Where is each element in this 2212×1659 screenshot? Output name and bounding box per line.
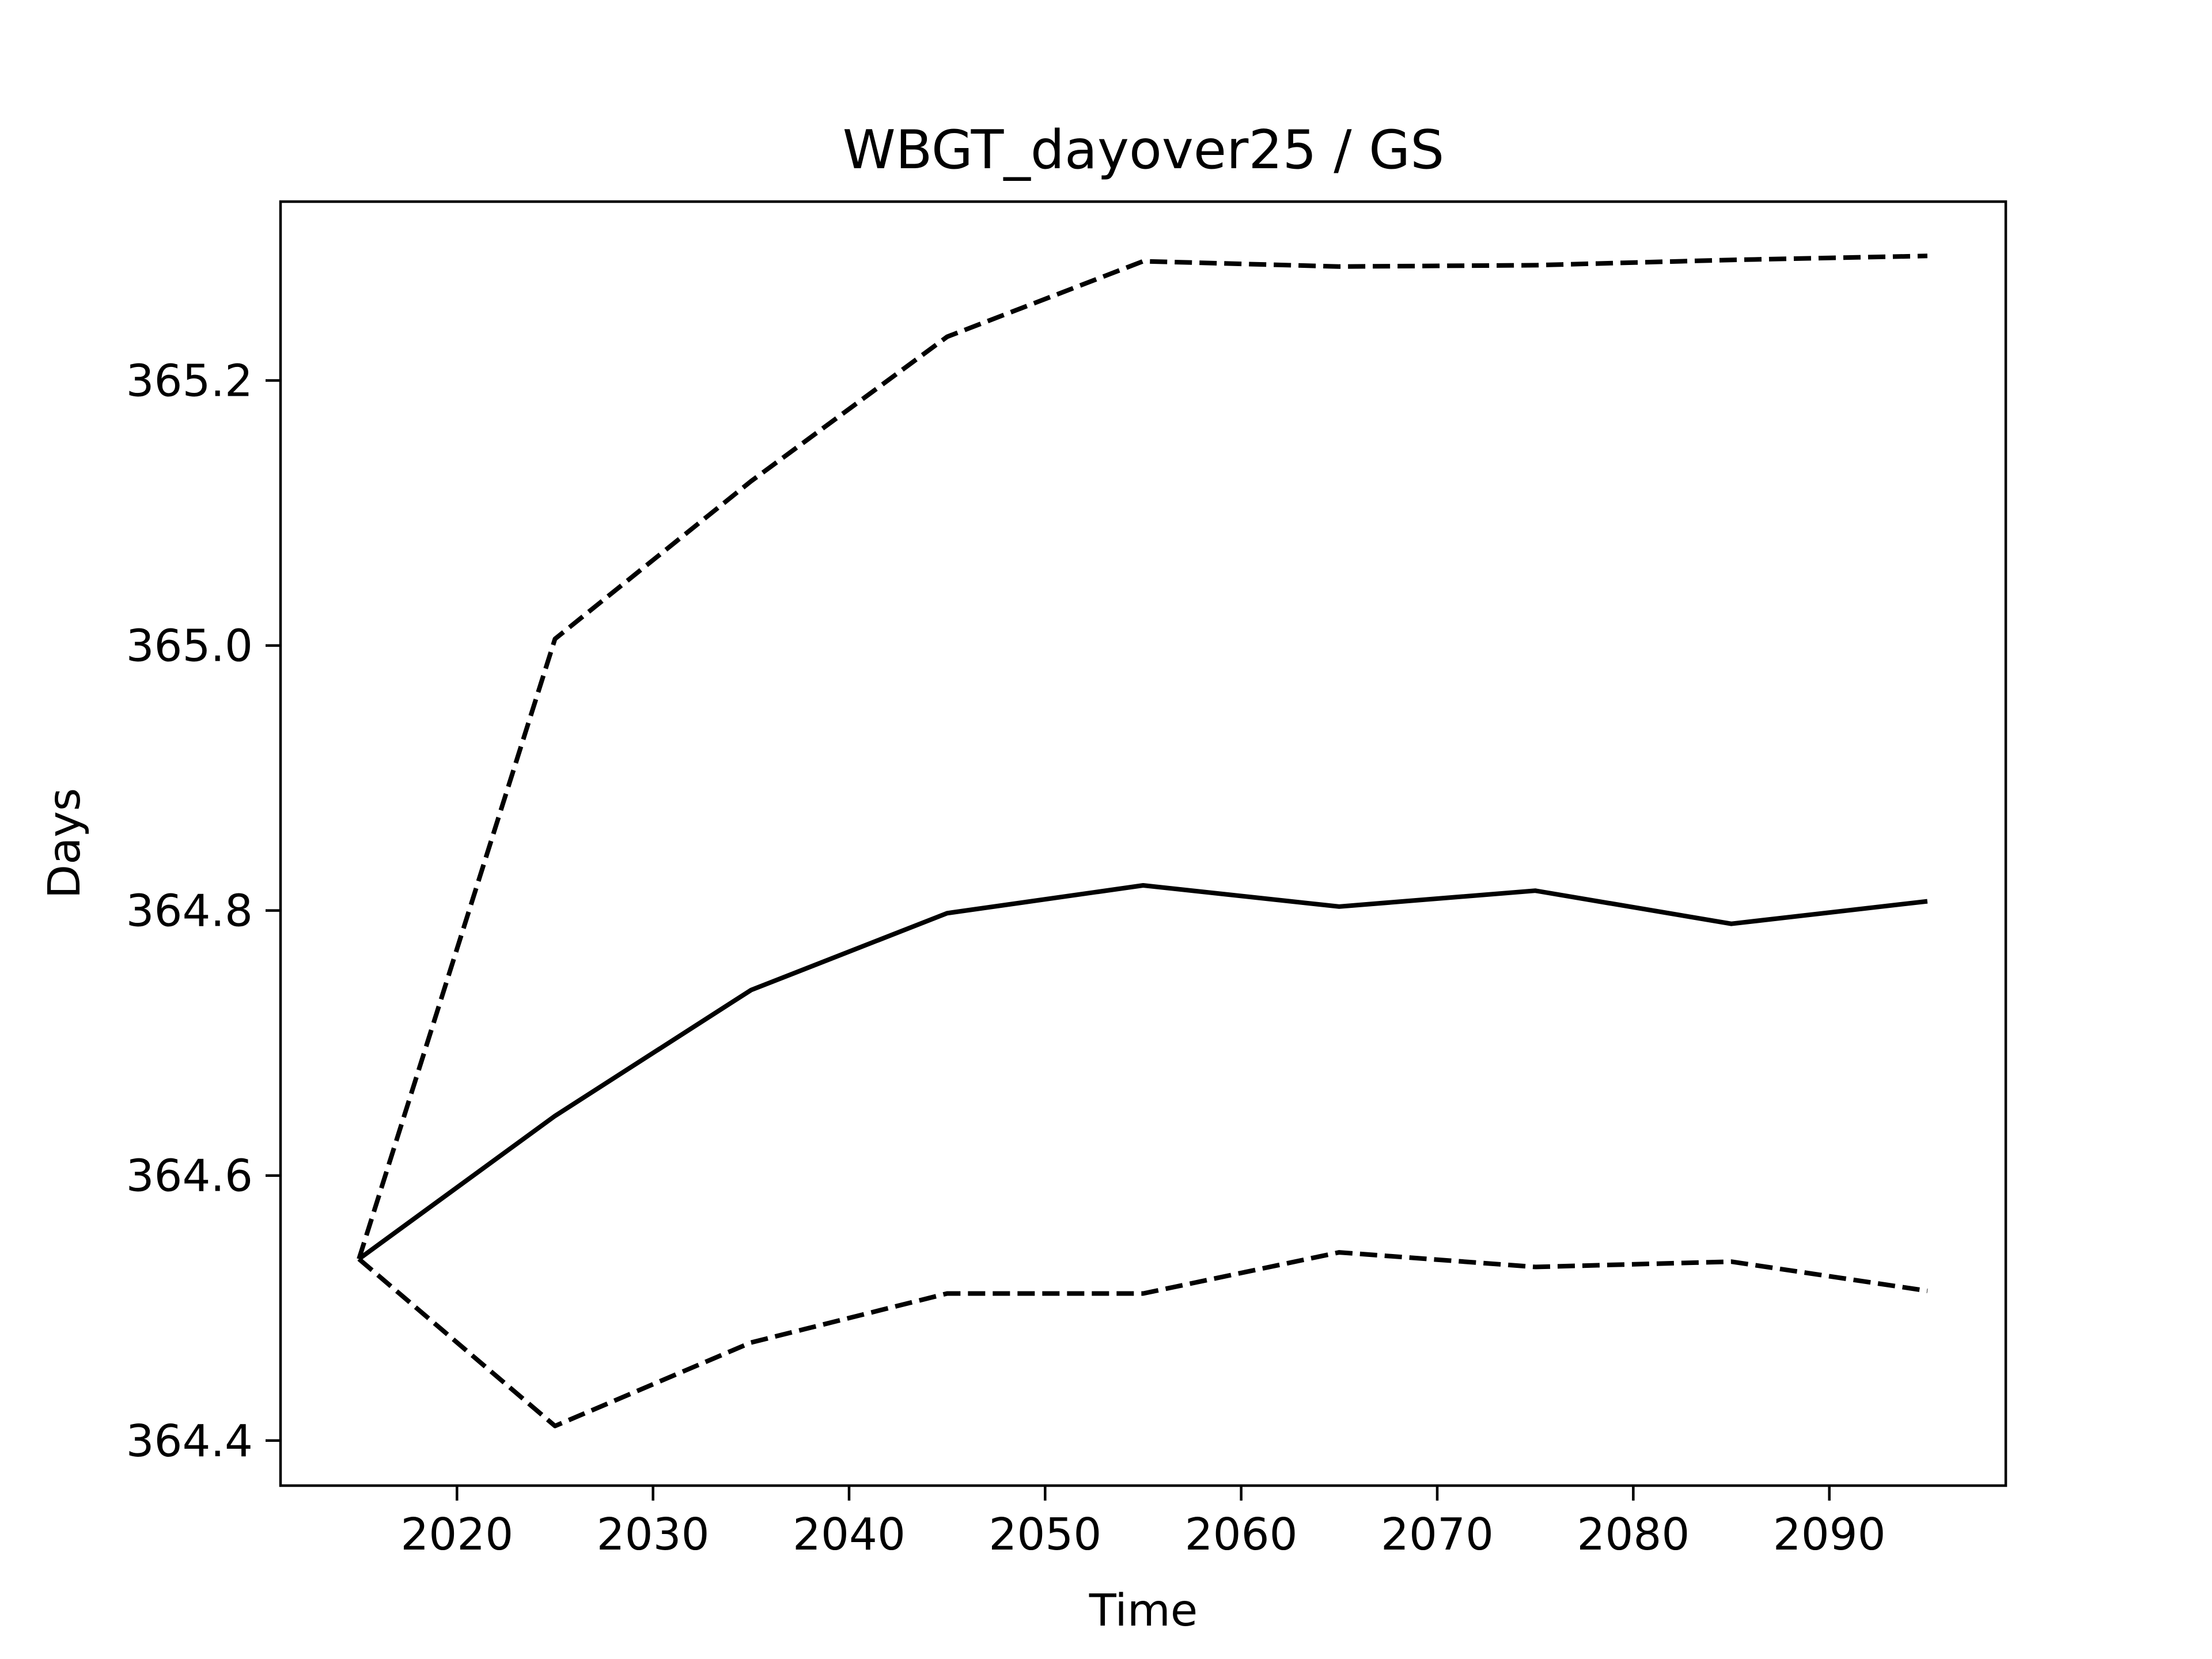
series-layer (357, 253, 1928, 1429)
series-line-2-solid (357, 883, 1928, 1261)
x-tick-label: 2060 (1185, 1509, 1298, 1560)
x-tick-label: 2040 (793, 1509, 906, 1560)
x-tick-label: 2090 (1773, 1509, 1886, 1560)
x-tick-label: 2070 (1381, 1509, 1494, 1560)
x-axis-label: Time (1089, 1585, 1198, 1637)
series-line-3-dashed (357, 1250, 1928, 1429)
series-line-1-dashed (357, 253, 1927, 1260)
y-tick-label: 364.6 (126, 1151, 253, 1202)
x-axis-ticks: 2020 2030 2040 2050 2060 2070 2080 2090 (400, 1486, 1886, 1560)
y-tick-label: 364.8 (126, 886, 253, 937)
y-tick-label: 364.4 (126, 1416, 253, 1467)
y-axis-ticks: 364.4 364.6 364.8 365.0 365.2 (126, 356, 281, 1467)
x-tick-label: 2050 (988, 1509, 1101, 1560)
y-axis-label: Days (39, 788, 90, 899)
x-tick-label: 2080 (1577, 1509, 1690, 1560)
chart-title: WBGT_dayover25 / GS (843, 119, 1445, 181)
y-tick-label: 365.0 (126, 621, 253, 672)
y-tick-label: 365.2 (126, 356, 253, 407)
x-tick-label: 2030 (597, 1509, 710, 1560)
x-tick-label: 2020 (400, 1509, 513, 1560)
plot-frame (279, 200, 2008, 1487)
